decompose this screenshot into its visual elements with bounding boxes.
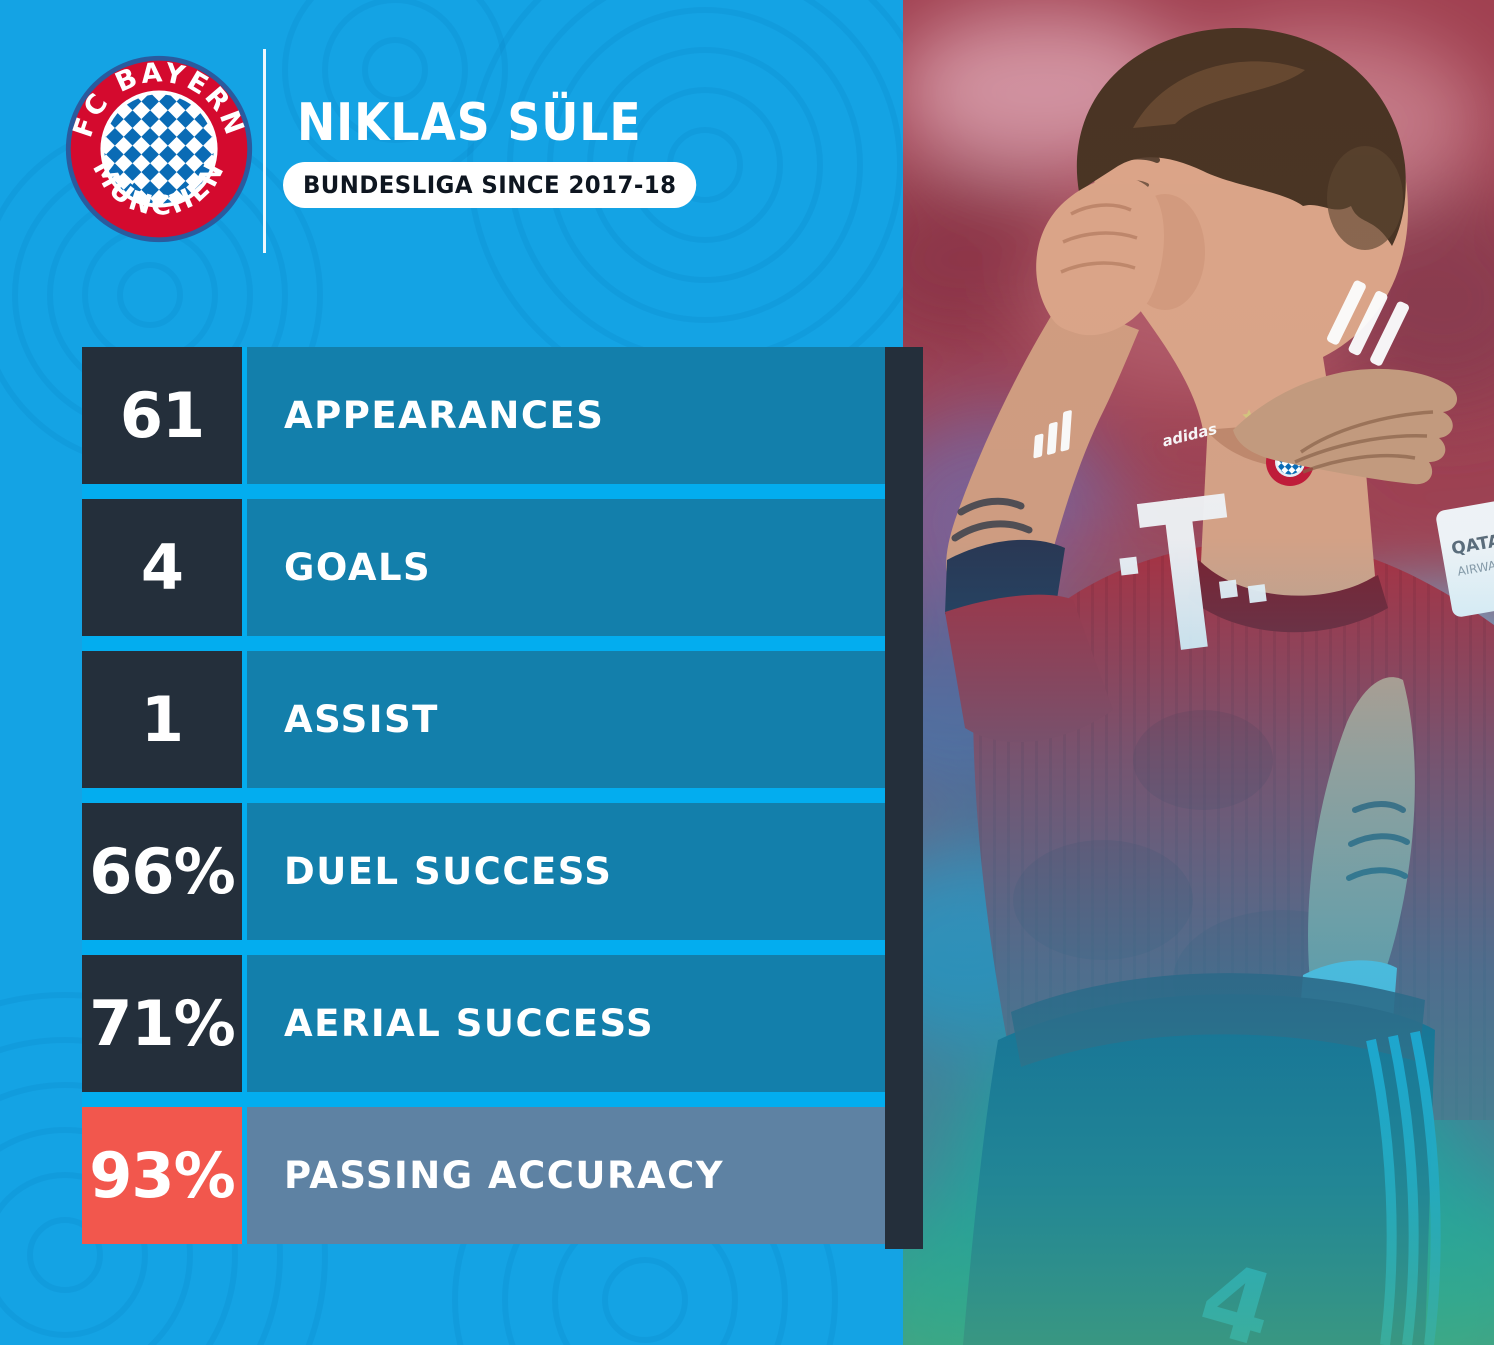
stat-row: 4 GOALS xyxy=(82,499,885,636)
stat-value: 1 xyxy=(82,651,242,788)
stat-row: 61 APPEARANCES xyxy=(82,347,885,484)
logo-lozenge-core xyxy=(104,94,214,204)
table-edge-strip xyxy=(885,347,923,1249)
stat-row: 1 ASSIST xyxy=(82,651,885,788)
stat-label: AERIAL SUCCESS xyxy=(247,955,885,1092)
stat-label: ASSIST xyxy=(247,651,885,788)
stat-value: 4 xyxy=(82,499,242,636)
stat-value: 71% xyxy=(82,955,242,1092)
ripple-group xyxy=(0,992,328,1345)
player-name: NIKLAS SÜLE xyxy=(297,93,642,153)
stat-label: APPEARANCES xyxy=(247,347,885,484)
club-logo: FC BAYERN MÜNCHEN xyxy=(63,53,255,245)
cyan-tint-overlay xyxy=(903,0,1494,1345)
stat-value: 61 xyxy=(82,347,242,484)
league-badge: BUNDESLIGA SINCE 2017-18 xyxy=(283,162,697,208)
header: FC BAYERN MÜNCHEN NIKLAS SÜLE BUNDESLIGA… xyxy=(63,49,863,263)
stats-table: 61 APPEARANCES 4 GOALS 1 ASSIST 66% DUEL… xyxy=(82,347,885,1244)
stat-value: 66% xyxy=(82,803,242,940)
stat-label: GOALS xyxy=(247,499,885,636)
stat-row: 71% AERIAL SUCCESS xyxy=(82,955,885,1092)
stat-label: DUEL SUCCESS xyxy=(247,803,885,940)
stat-value: 93% xyxy=(82,1107,242,1244)
stat-label: PASSING ACCURACY xyxy=(247,1107,885,1244)
stat-row: 66% DUEL SUCCESS xyxy=(82,803,885,940)
player-photo: adidas xyxy=(903,0,1494,1345)
header-divider xyxy=(263,49,266,253)
stat-row: 93% PASSING ACCURACY xyxy=(82,1107,885,1244)
